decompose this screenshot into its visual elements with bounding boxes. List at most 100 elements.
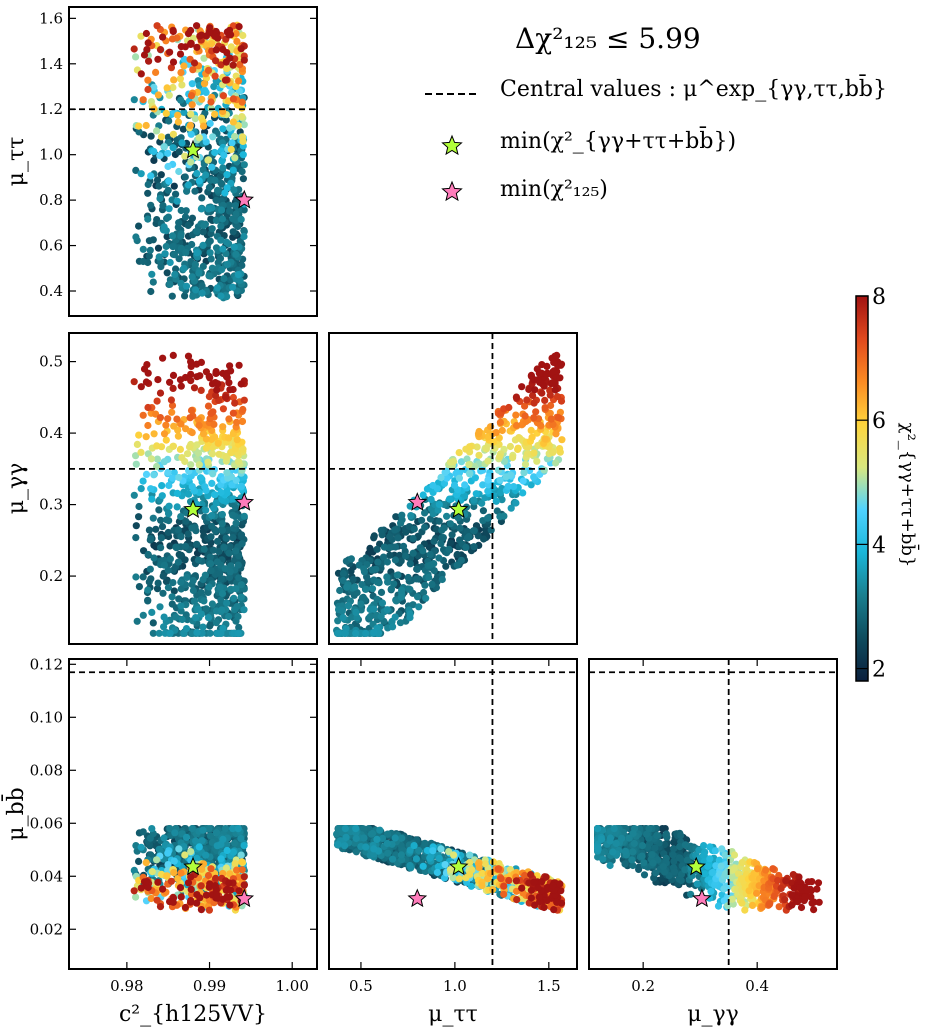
data-point: [197, 882, 205, 890]
data-point: [217, 236, 225, 244]
data-point: [225, 549, 233, 557]
data-point: [192, 286, 200, 294]
data-point: [423, 485, 431, 493]
data-point: [176, 75, 184, 83]
data-point: [213, 891, 221, 899]
data-point: [135, 122, 143, 130]
data-point: [232, 547, 240, 555]
y-tick-label: 0.5: [39, 353, 63, 371]
data-point: [132, 452, 140, 460]
data-point: [195, 843, 203, 851]
data-point: [235, 361, 243, 369]
data-point: [530, 878, 538, 886]
data-point: [152, 68, 160, 76]
data-point: [512, 421, 521, 430]
data-point: [223, 238, 231, 246]
data-point: [192, 837, 200, 845]
data-point: [427, 495, 435, 503]
data-point: [225, 434, 233, 442]
data-point: [506, 442, 514, 451]
data-point: [425, 573, 433, 582]
data-point: [447, 539, 455, 547]
data-point: [475, 863, 483, 872]
data-point: [412, 855, 420, 863]
data-point: [155, 182, 163, 190]
y-tick-label: 0.02: [30, 920, 63, 938]
data-point: [450, 457, 458, 466]
data-point: [538, 389, 546, 397]
data-point: [184, 450, 192, 458]
data-point: [150, 83, 158, 91]
data-point: [166, 378, 174, 386]
data-point: [173, 489, 181, 497]
data-point: [413, 565, 421, 573]
data-point: [659, 863, 667, 871]
data-point: [360, 825, 368, 833]
data-point: [553, 898, 561, 906]
data-point: [180, 55, 188, 63]
data-point: [205, 906, 213, 914]
data-point: [168, 401, 177, 410]
data-point: [199, 860, 208, 868]
data-point: [154, 244, 163, 252]
data-point: [143, 878, 151, 886]
data-point: [145, 526, 153, 534]
data-point: [147, 455, 155, 463]
data-point: [500, 457, 508, 465]
data-point: [366, 612, 374, 621]
data-point: [358, 594, 367, 602]
data-point: [536, 470, 544, 478]
data-point: [212, 57, 220, 65]
data-point: [222, 372, 230, 380]
data-point: [498, 496, 506, 504]
data-point: [234, 561, 242, 569]
data-point: [175, 167, 183, 176]
data-point: [170, 251, 178, 259]
data-point: [145, 57, 153, 65]
data-point: [175, 219, 183, 227]
data-point: [207, 98, 215, 106]
data-point: [635, 865, 643, 874]
data-point: [231, 503, 240, 511]
data-point: [549, 448, 557, 456]
data-point: [232, 82, 240, 90]
axes-frame: [328, 332, 578, 645]
data-point: [156, 603, 164, 611]
data-point: [368, 829, 377, 838]
data-point: [240, 842, 248, 850]
data-point: [174, 111, 182, 119]
data-point: [190, 597, 199, 605]
y-axis-label: μ_bb̄: [1, 787, 29, 840]
data-point: [206, 553, 214, 561]
data-point: [342, 833, 350, 841]
data-point: [421, 523, 429, 531]
data-point: [207, 560, 215, 568]
data-point: [212, 829, 221, 837]
data-point: [194, 449, 203, 457]
data-point: [227, 43, 235, 51]
data-point: [208, 522, 216, 530]
data-point: [144, 76, 152, 84]
data-point: [360, 834, 368, 842]
data-point: [550, 367, 558, 375]
data-point: [338, 607, 346, 615]
data-point: [409, 549, 417, 557]
data-point: [525, 385, 533, 394]
data-point: [240, 606, 248, 614]
data-point: [421, 839, 429, 847]
data-point: [188, 80, 196, 88]
data-point: [238, 98, 246, 106]
points-p20: [130, 825, 248, 914]
data-point: [218, 206, 226, 214]
data-point: [543, 897, 551, 905]
data-point: [671, 868, 679, 876]
data-point: [398, 834, 406, 842]
data-point: [183, 616, 191, 624]
data-point: [205, 183, 213, 192]
star-min-gg-icon: [183, 139, 203, 159]
data-point: [238, 858, 246, 866]
data-point: [231, 154, 239, 162]
data-point: [225, 207, 234, 215]
data-point: [426, 515, 434, 523]
data-point: [225, 612, 233, 621]
